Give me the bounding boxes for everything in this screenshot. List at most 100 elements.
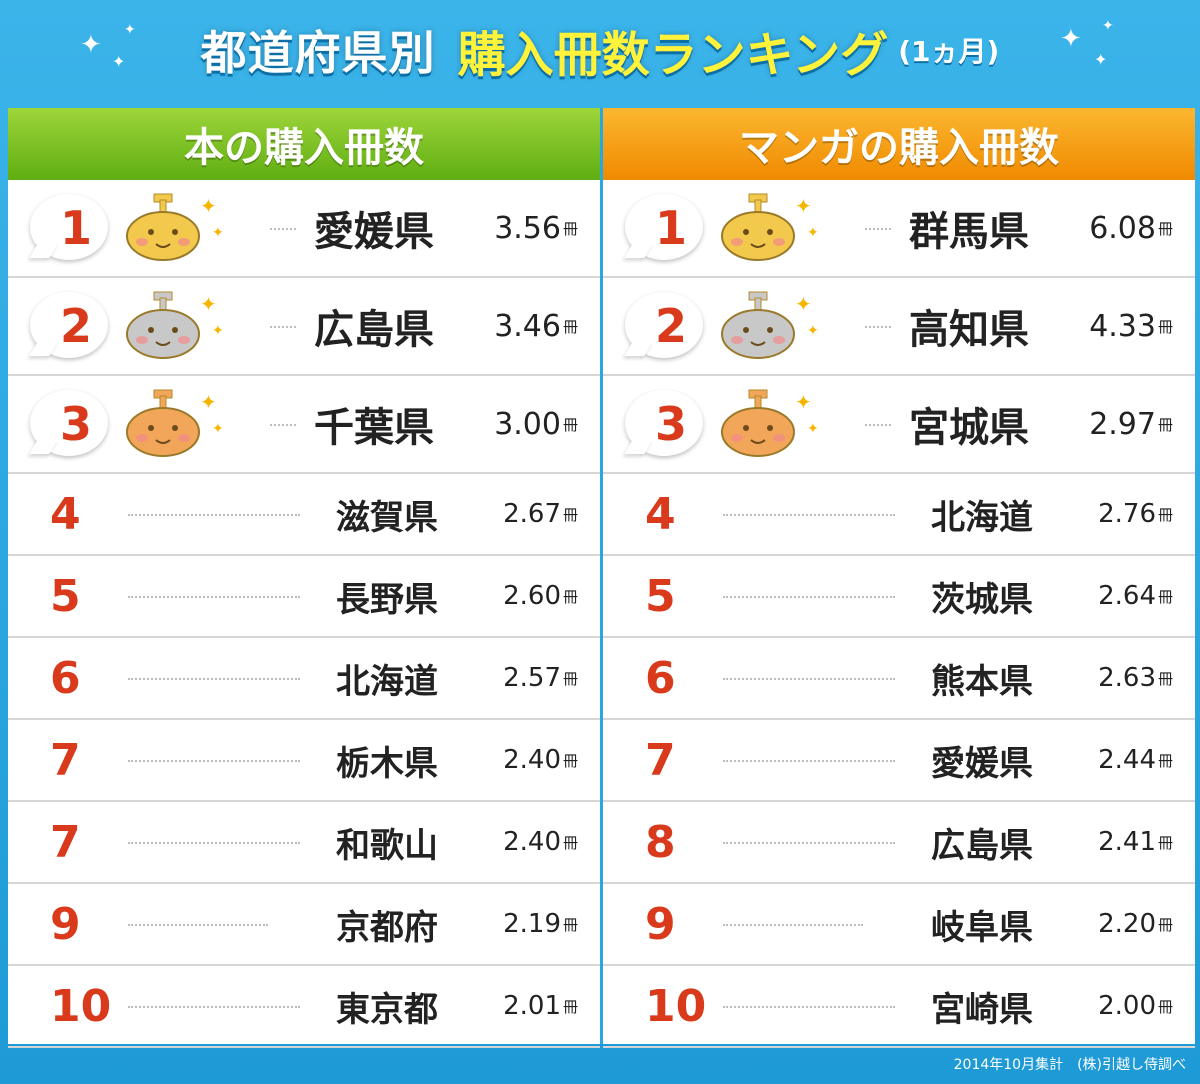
rank-number: 4 bbox=[645, 488, 676, 540]
dotted-leader bbox=[270, 424, 296, 426]
value-number: 2.63 bbox=[1098, 663, 1156, 693]
value-unit: 冊 bbox=[1157, 505, 1173, 524]
rank-number: 10 bbox=[50, 980, 112, 1032]
value-number: 2.57 bbox=[503, 663, 561, 693]
value-number: 2.00 bbox=[1098, 991, 1156, 1021]
rank-number: 5 bbox=[50, 570, 81, 622]
ranking-row: 4 北海道 2.76 冊 bbox=[603, 474, 1195, 556]
value-label: 2.01 冊 bbox=[503, 966, 578, 1046]
dotted-leader bbox=[128, 1006, 300, 1008]
manga-ranking-panel: マンガの購入冊数 1 ✦ ✦ 群馬県 6.08 冊 2 ✦ ✦ 高知県 4.33 冊 3 ✦ ✦ 宮城県 2.9… bbox=[600, 108, 1195, 1048]
value-number: 2.40 bbox=[503, 827, 561, 857]
rank-number: 9 bbox=[645, 898, 676, 950]
value-label: 2.40 冊 bbox=[503, 802, 578, 882]
rank-number: 2 bbox=[60, 299, 93, 353]
sparkle-icon: ✦ bbox=[80, 30, 102, 60]
rank-number: 7 bbox=[50, 734, 81, 786]
prefecture-name: 群馬県 bbox=[909, 209, 1029, 255]
dotted-leader bbox=[270, 326, 296, 328]
value-unit: 冊 bbox=[562, 751, 578, 770]
value-unit: 冊 bbox=[562, 317, 578, 336]
prefecture-name: 愛媛県 bbox=[931, 743, 1033, 784]
dotted-leader bbox=[128, 760, 300, 762]
value-unit: 冊 bbox=[562, 833, 578, 852]
bronze-medal-icon bbox=[721, 389, 795, 457]
value-number: 4.33 bbox=[1089, 308, 1156, 344]
ranking-row: 7 和歌山 2.40 冊 bbox=[8, 802, 600, 884]
value-unit: 冊 bbox=[562, 915, 578, 934]
prefecture-name: 東京都 bbox=[336, 989, 438, 1030]
rank-number: 4 bbox=[50, 488, 81, 540]
value-label: 2.60 冊 bbox=[503, 556, 578, 636]
dotted-leader bbox=[723, 842, 895, 844]
dotted-leader bbox=[270, 228, 296, 230]
value-number: 3.56 bbox=[494, 210, 561, 246]
value-label: 2.00 冊 bbox=[1098, 966, 1173, 1046]
value-unit: 冊 bbox=[1157, 751, 1173, 770]
value-label: 2.57 冊 bbox=[503, 638, 578, 718]
gold-medal-icon bbox=[721, 193, 795, 261]
sparkle-icon: ✦ bbox=[112, 52, 126, 71]
dotted-leader bbox=[723, 1006, 895, 1008]
sparkle-icon: ✦ ✦ bbox=[795, 390, 819, 437]
rank-number: 8 bbox=[645, 816, 676, 868]
value-label: 2.63 冊 bbox=[1098, 638, 1173, 718]
ranking-row: 2 ✦ ✦ 高知県 4.33 冊 bbox=[603, 278, 1195, 376]
prefecture-name: 高知県 bbox=[909, 307, 1029, 353]
prefecture-name: 北海道 bbox=[336, 661, 438, 702]
value-unit: 冊 bbox=[1157, 915, 1173, 934]
value-unit: 冊 bbox=[1157, 587, 1173, 606]
ranking-row: 6 熊本県 2.63 冊 bbox=[603, 638, 1195, 720]
ranking-row: 2 ✦ ✦ 広島県 3.46 冊 bbox=[8, 278, 600, 376]
prefecture-name: 栃木県 bbox=[336, 743, 438, 784]
rank-number: 1 bbox=[655, 201, 688, 255]
value-number: 3.00 bbox=[494, 406, 561, 442]
dotted-leader bbox=[128, 924, 268, 926]
rank-number: 7 bbox=[645, 734, 676, 786]
value-number: 2.97 bbox=[1089, 406, 1156, 442]
value-unit: 冊 bbox=[562, 415, 578, 434]
value-label: 2.64 冊 bbox=[1098, 556, 1173, 636]
books-ranking-title: 本の購入冊数 bbox=[8, 108, 600, 180]
dotted-leader bbox=[128, 678, 300, 680]
prefecture-name: 千葉県 bbox=[314, 405, 434, 451]
sparkle-icon: ✦ bbox=[124, 22, 136, 38]
sparkle-icon: ✦ ✦ bbox=[795, 292, 819, 339]
prefecture-name: 茨城県 bbox=[931, 579, 1033, 620]
ranking-row: 8 広島県 2.41 冊 bbox=[603, 802, 1195, 884]
value-label: 2.19 冊 bbox=[503, 884, 578, 964]
books-ranking-rows: 1 ✦ ✦ 愛媛県 3.56 冊 2 ✦ ✦ 広島県 3.46 冊 3 ✦ ✦ 千葉県 3.00 冊 4 滋賀県 2.6… bbox=[8, 180, 600, 1048]
rank-number: 1 bbox=[60, 201, 93, 255]
ranking-row: 9 京都府 2.19 冊 bbox=[8, 884, 600, 966]
prefecture-name: 和歌山 bbox=[336, 825, 438, 866]
bronze-medal-icon bbox=[126, 389, 200, 457]
ranking-row: 4 滋賀県 2.67 冊 bbox=[8, 474, 600, 556]
sparkle-icon: ✦ bbox=[1102, 18, 1114, 34]
value-label: 3.46 冊 bbox=[494, 278, 578, 374]
page-title: 都道府県別 bbox=[200, 26, 436, 80]
manga-ranking-title: マンガの購入冊数 bbox=[603, 108, 1195, 180]
prefecture-name: 愛媛県 bbox=[314, 209, 434, 255]
ranking-row: 5 茨城県 2.64 冊 bbox=[603, 556, 1195, 638]
rank-number: 2 bbox=[655, 299, 688, 353]
value-number: 2.76 bbox=[1098, 499, 1156, 529]
ranking-row: 9 岐阜県 2.20 冊 bbox=[603, 884, 1195, 966]
sparkle-icon: ✦ bbox=[1060, 24, 1082, 54]
dotted-leader bbox=[723, 678, 895, 680]
ranking-row: 10 宮崎県 2.00 冊 bbox=[603, 966, 1195, 1048]
value-number: 3.46 bbox=[494, 308, 561, 344]
sparkle-icon: ✦ ✦ bbox=[795, 194, 819, 241]
value-unit: 冊 bbox=[1157, 415, 1173, 434]
dotted-leader bbox=[865, 228, 891, 230]
value-number: 2.40 bbox=[503, 745, 561, 775]
page-title-period: (1ヵ月) bbox=[898, 35, 1000, 68]
value-label: 2.97 冊 bbox=[1089, 376, 1173, 472]
value-number: 2.60 bbox=[503, 581, 561, 611]
ranking-row: 1 ✦ ✦ 愛媛県 3.56 冊 bbox=[8, 180, 600, 278]
value-label: 2.67 冊 bbox=[503, 474, 578, 554]
rank-number: 6 bbox=[645, 652, 676, 704]
value-unit: 冊 bbox=[562, 669, 578, 688]
dotted-leader bbox=[723, 596, 895, 598]
books-ranking-panel: 本の購入冊数 1 ✦ ✦ 愛媛県 3.56 冊 2 ✦ ✦ 広島県 3.46 冊 3 ✦ ✦ 千葉県 3.00 冊… bbox=[8, 108, 600, 1048]
